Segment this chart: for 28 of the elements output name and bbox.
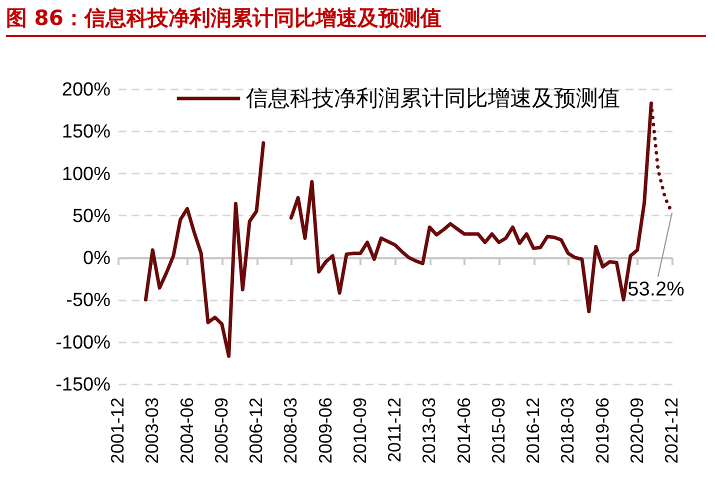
x-tick-label: 2016-12 (523, 398, 543, 464)
x-tick-label: 2014-06 (454, 398, 474, 464)
x-tick-label: 2020-09 (626, 398, 647, 464)
y-tick-label: 100% (62, 164, 111, 185)
chart-title: 图 86：信息科技净利润累计同比增速及预测值 (6, 4, 706, 37)
y-tick-label: -100% (56, 332, 111, 354)
y-tick-label: 200% (62, 80, 111, 100)
x-tick-label: 2018-03 (558, 398, 578, 464)
x-tick-label: 2005-09 (211, 398, 232, 464)
x-tick-label: 2009-06 (315, 398, 336, 464)
x-tick-label: 2021-12 (662, 398, 682, 464)
y-tick-label: 50% (72, 206, 111, 227)
annotation: 53.2% (628, 278, 685, 301)
y-tick-label: -150% (56, 374, 111, 396)
y-tick-label: -50% (66, 290, 111, 312)
x-tick-label: 2011-12 (384, 398, 404, 462)
x-tick-label: 2008-03 (280, 398, 301, 464)
x-tick-label: 2013-03 (419, 398, 440, 464)
y-tick-label: 0% (83, 248, 111, 270)
x-tick-label: 2019-06 (592, 398, 612, 464)
legend-label: 信息科技净利润累计同比增速及预测值 (246, 86, 620, 112)
y-tick-label: 150% (62, 122, 111, 143)
x-tick-label: 2010-09 (350, 398, 370, 464)
x-tick-label: 2006-12 (246, 398, 266, 464)
x-tick-label: 2001-12 (108, 398, 128, 464)
x-tick-label: 2003-03 (142, 398, 162, 464)
x-tick-label: 2015-09 (488, 398, 508, 464)
x-tick-label: 2004-06 (176, 398, 197, 464)
